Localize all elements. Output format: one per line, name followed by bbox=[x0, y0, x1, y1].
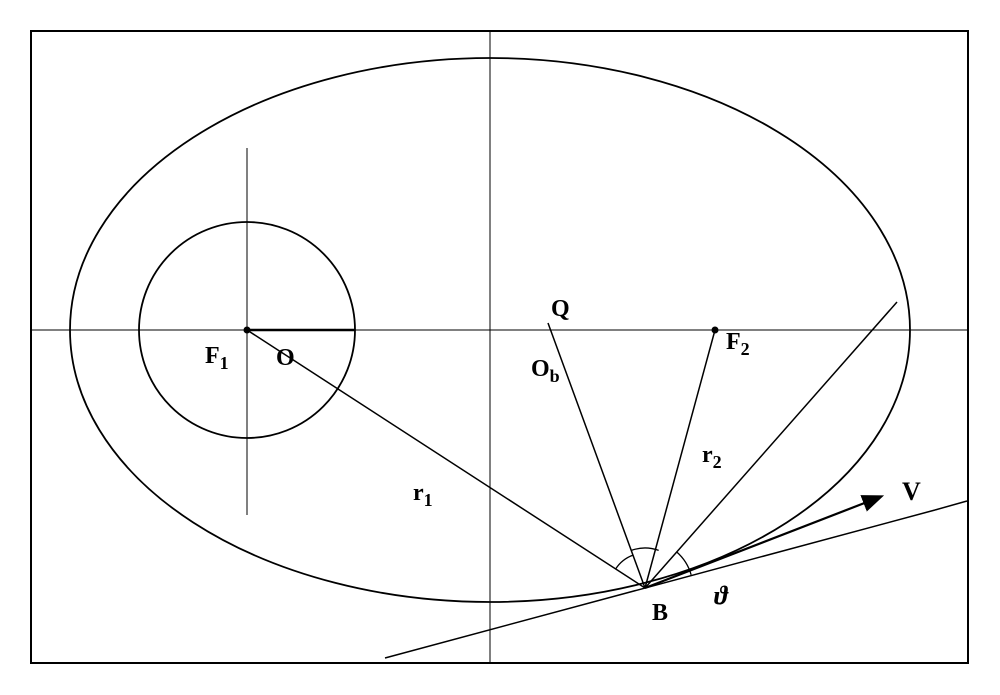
point-F1 bbox=[244, 327, 251, 334]
line-Q_B bbox=[548, 323, 645, 588]
angle-arc_r1 bbox=[616, 555, 633, 569]
frame-rect bbox=[31, 31, 968, 663]
line-F1_B bbox=[247, 330, 645, 588]
velocity-arrow bbox=[645, 497, 880, 588]
diagram-svg bbox=[0, 0, 1000, 695]
line-tangent_ext bbox=[935, 501, 967, 510]
point-F2 bbox=[712, 327, 719, 334]
line-B_UR bbox=[645, 302, 897, 588]
